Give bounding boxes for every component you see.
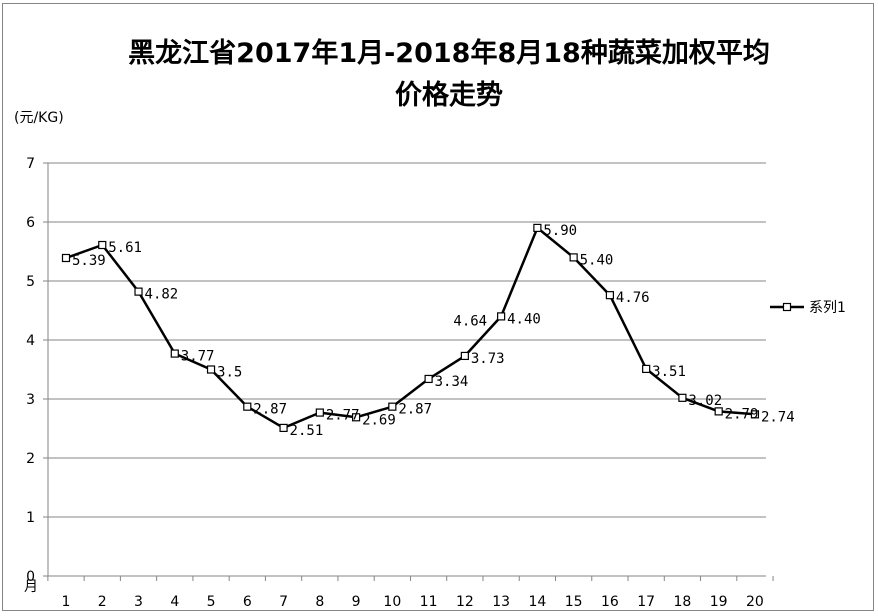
- x-tick-label-8: 8: [315, 594, 324, 610]
- x-tick-label-11: 11: [420, 594, 438, 610]
- data-point-2: [98, 240, 107, 250]
- data-point-13: [497, 312, 506, 321]
- data-point-3: [134, 287, 143, 296]
- y-axis-unit-label: (元/KG): [14, 110, 64, 126]
- data-label-4: 3.77: [181, 349, 215, 365]
- data-point-19: [714, 407, 723, 416]
- x-tick-label-9: 9: [352, 594, 361, 610]
- data-label-5: 3.5: [217, 365, 242, 381]
- y-tick-label-3: 3: [26, 392, 35, 408]
- data-label-18: 3.02: [688, 393, 722, 409]
- data-label-8: 2.77: [326, 408, 360, 424]
- data-point-14: [533, 223, 542, 232]
- data-point-4: [170, 349, 179, 358]
- y-tick-label-6: 6: [26, 215, 35, 231]
- x-tick-label-13: 13: [492, 594, 510, 610]
- legend-label-series1: 系列1: [809, 300, 846, 316]
- x-tick-label-15: 15: [565, 594, 583, 610]
- x-tick-label-16: 16: [601, 594, 619, 610]
- data-point-10: [388, 402, 397, 411]
- y-tick-label-2: 2: [26, 451, 35, 467]
- data-label-3: 4.82: [145, 287, 179, 303]
- data-point-9: [351, 413, 361, 422]
- x-tick-label-14: 14: [528, 594, 546, 610]
- data-point-16: [605, 291, 615, 300]
- x-tick-label-7: 7: [279, 594, 288, 610]
- x-axis-label: 月: [24, 579, 38, 595]
- data-label-2: 5.61: [108, 240, 142, 256]
- data-point-1: [61, 253, 71, 263]
- data-label-11: 3.34: [435, 374, 469, 390]
- x-tick-label-20: 20: [746, 594, 764, 610]
- data-label-14: 5.90: [543, 223, 577, 239]
- x-tick-label-18: 18: [674, 594, 692, 610]
- data-label-16: 4.76: [616, 290, 650, 306]
- data-label-19: 2.79: [725, 406, 759, 422]
- extra-annotation-0: 4.64: [453, 313, 487, 329]
- x-tick-label-3: 3: [134, 594, 143, 610]
- series-line-系列1: [65, 226, 755, 430]
- data-point-6: [243, 402, 252, 411]
- legend: 系列1: [770, 300, 846, 316]
- x-tick-label-10: 10: [383, 594, 401, 610]
- legend-marker-swatch: [782, 302, 792, 312]
- data-point-11: [424, 374, 433, 384]
- y-tick-label-0: 0: [26, 569, 35, 585]
- data-point-12: [460, 351, 469, 361]
- y-tick-label-7: 7: [26, 156, 35, 172]
- x-tick-label-2: 2: [98, 594, 107, 610]
- data-point-7: [279, 423, 288, 433]
- x-tick-label-19: 19: [710, 594, 728, 610]
- x-tick-label-1: 1: [62, 594, 71, 610]
- data-point-8: [315, 408, 324, 417]
- data-label-9: 2.69: [362, 412, 396, 428]
- data-label-1: 5.39: [72, 253, 106, 269]
- data-point-5: [206, 365, 216, 374]
- chart-title-line2: 价格走势: [395, 80, 503, 111]
- data-label-20: 2.74: [761, 409, 795, 425]
- data-label-17: 3.51: [652, 364, 686, 380]
- y-tick-label-4: 4: [26, 333, 35, 349]
- data-point-20: [750, 410, 760, 419]
- data-label-15: 5.40: [580, 252, 614, 268]
- data-label-13: 4.40: [507, 311, 541, 327]
- x-tick-label-4: 4: [170, 594, 179, 610]
- data-label-12: 3.73: [471, 351, 505, 367]
- chart-title-line1: 黑龙江省2017年1月-2018年8月18种蔬菜加权平均: [128, 37, 770, 69]
- data-label-7: 2.51: [290, 423, 324, 439]
- data-label-10: 2.87: [398, 402, 432, 418]
- x-tick-label-5: 5: [207, 594, 216, 610]
- x-tick-label-17: 17: [637, 594, 655, 610]
- data-point-15: [569, 253, 578, 262]
- x-tick-label-6: 6: [243, 594, 252, 610]
- data-point-18: [678, 393, 687, 402]
- x-tick-label-12: 12: [456, 594, 474, 610]
- y-tick-label-5: 5: [26, 274, 35, 290]
- data-label-6: 2.87: [253, 402, 287, 418]
- y-tick-label-1: 1: [26, 510, 35, 526]
- data-point-17: [642, 364, 651, 374]
